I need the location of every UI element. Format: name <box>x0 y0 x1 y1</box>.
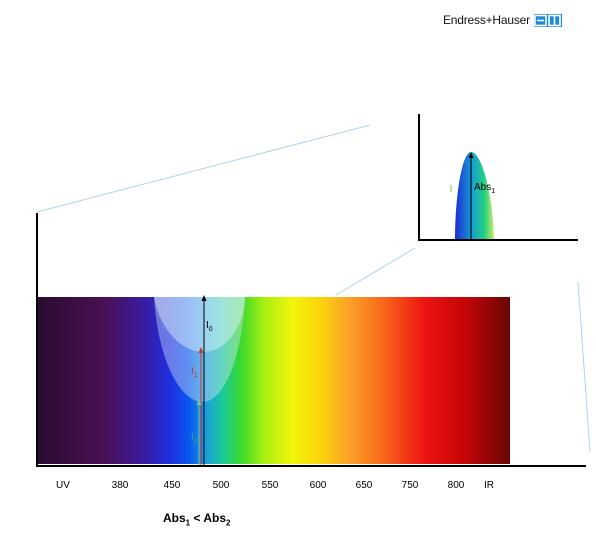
tick-label-380: 380 <box>111 480 129 491</box>
inset-abs-label: Abs1 <box>474 182 496 195</box>
tick-label-450: 450 <box>163 480 181 491</box>
tick-label-750: 750 <box>401 480 419 491</box>
beam-label-i2: I2 <box>191 432 198 445</box>
tick-label-500: 500 <box>212 480 230 491</box>
spectrum-band <box>37 297 510 464</box>
zoom-line-top <box>36 124 371 213</box>
tick-label-550: 550 <box>261 480 279 491</box>
zoom-line-middle <box>335 247 416 296</box>
absorption-curve-small <box>154 297 245 352</box>
inset-absorption-peak <box>455 152 494 240</box>
zoom-line-right <box>577 281 591 453</box>
inset-beam-arrowhead <box>468 152 474 158</box>
beam-i2-arrowhead <box>196 399 202 405</box>
brand-name: Endress+Hauser <box>443 13 530 27</box>
brand-logo-icon <box>533 13 562 27</box>
tick-label-ir: IR <box>484 480 494 491</box>
absorbance-comparison-formula: Abs1 < Abs2 <box>163 511 231 528</box>
tick-label-650: 650 <box>355 480 373 491</box>
beam-label-i0: I0 <box>206 320 213 333</box>
tick-label-600: 600 <box>309 480 327 491</box>
beam-label-i1: I1 <box>191 366 198 379</box>
tick-label-uv: UV <box>56 480 70 491</box>
tick-label-800: 800 <box>447 480 465 491</box>
beam-i1-arrowhead <box>198 347 204 353</box>
brand-header: Endress+Hauser <box>443 12 562 28</box>
beam-i0-arrowhead <box>201 295 207 301</box>
absorption-curve-large <box>154 297 245 402</box>
